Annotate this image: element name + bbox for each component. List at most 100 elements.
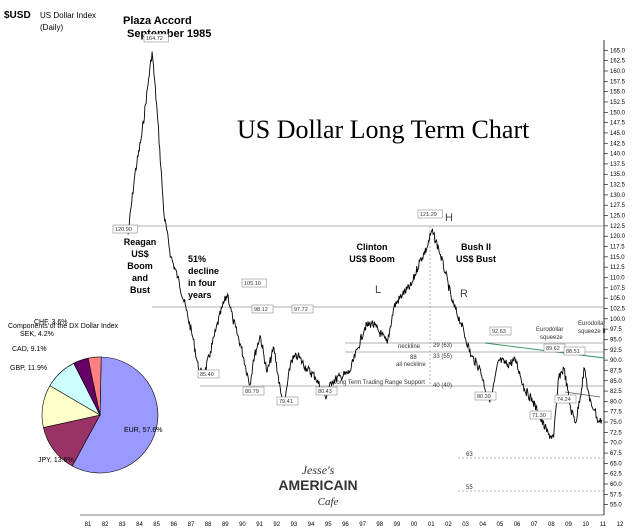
price-label-box bbox=[291, 304, 314, 314]
price-label-box bbox=[474, 391, 497, 401]
clinton-line-1: Clinton bbox=[357, 242, 388, 252]
y-tick-label: 137.5 bbox=[610, 162, 626, 168]
price-label: 80.79 bbox=[245, 389, 259, 395]
x-tick-label: 93 bbox=[291, 522, 298, 528]
y-tick-label: 145.0 bbox=[610, 131, 626, 137]
pie-label: CHF, 3.6% bbox=[34, 319, 67, 326]
price-label: 97.72 bbox=[294, 307, 308, 313]
frequency-label: (Daily) bbox=[40, 23, 63, 32]
x-tick-label: 02 bbox=[445, 522, 452, 528]
reagan-line-4: and bbox=[132, 273, 148, 283]
price-label-box bbox=[489, 326, 512, 336]
y-tick-label: 110.0 bbox=[610, 276, 625, 282]
y-tick-label: 60.0 bbox=[610, 482, 622, 488]
x-tick-label: 07 bbox=[531, 522, 538, 528]
target-63-label: 63 bbox=[466, 452, 473, 458]
x-tick-label: 89 bbox=[222, 522, 229, 528]
clinton-line-2: US$ Boom bbox=[349, 254, 395, 264]
y-tick-label: 55.0 bbox=[610, 503, 622, 509]
y-tick-label: 80.0 bbox=[610, 399, 622, 405]
y-tick-label: 112.5 bbox=[610, 265, 625, 271]
price-label: 92.63 bbox=[492, 329, 506, 335]
x-tick-label: 85 bbox=[153, 522, 160, 528]
x-tick-label: 88 bbox=[205, 522, 212, 528]
y-tick-label: 90.0 bbox=[610, 358, 622, 364]
pie-label: SEK, 4.2% bbox=[20, 331, 54, 338]
eurodollar-squeeze-1-line-1: Eurodollar bbox=[536, 327, 563, 333]
price-label-box bbox=[197, 369, 220, 379]
x-tick-label: 06 bbox=[514, 522, 521, 528]
index-name: US Dollar Index bbox=[40, 11, 96, 20]
plaza-accord-date: September 1985 bbox=[127, 28, 211, 40]
y-tick-label: 150.0 bbox=[610, 110, 626, 116]
x-tick-label: 10 bbox=[582, 522, 589, 528]
y-tick-label: 70.0 bbox=[610, 441, 622, 447]
y-tick-label: 65.0 bbox=[610, 461, 622, 467]
y-tick-label: 160.0 bbox=[610, 69, 626, 75]
reagan-line-3: Boom bbox=[127, 261, 153, 271]
pie-title: Components of the DX Dollar Index bbox=[8, 323, 119, 330]
reagan-line-5: Bust bbox=[130, 285, 150, 295]
x-tick-label: 08 bbox=[548, 522, 555, 528]
x-tick-label: 97 bbox=[359, 522, 366, 528]
guide-lines bbox=[120, 225, 604, 492]
x-tick-label: 92 bbox=[273, 522, 280, 528]
price-label: 164.72 bbox=[146, 36, 163, 42]
brand-logo: Jesse's AMERICAIN Cafe bbox=[278, 463, 357, 508]
y-tick-label: 77.5 bbox=[610, 410, 622, 416]
decline-line-2: decline bbox=[188, 266, 219, 276]
x-tick-label: 04 bbox=[479, 522, 486, 528]
price-label: 98.12 bbox=[254, 307, 268, 313]
y-tick-label: 105.0 bbox=[610, 296, 626, 302]
x-tick-label: 99 bbox=[394, 522, 401, 528]
y-tick-label: 125.0 bbox=[610, 214, 626, 220]
y-tick-label: 72.5 bbox=[610, 430, 622, 436]
reagan-line-1: Reagan bbox=[124, 237, 157, 247]
x-tick-label: 81 bbox=[85, 522, 92, 528]
x-tick-label: 01 bbox=[428, 522, 435, 528]
y-tick-label: 107.5 bbox=[610, 286, 626, 292]
x-tick-label: 03 bbox=[462, 522, 469, 528]
brand-line-1: Jesse's bbox=[302, 463, 335, 477]
value-29-label: 29 (63) bbox=[433, 343, 452, 349]
target-55-label: 55 bbox=[466, 485, 473, 491]
price-label-box bbox=[112, 224, 138, 234]
x-tick-label: 00 bbox=[411, 522, 418, 528]
pattern-left-shoulder: L bbox=[375, 284, 381, 296]
price-label: 121.29 bbox=[420, 212, 437, 218]
x-tick-label: 87 bbox=[188, 522, 195, 528]
price-labels: 164.72 120.90 105.10 98.12 97.72 85.40 80.79 79… bbox=[112, 33, 586, 420]
neckline-label: neckline bbox=[398, 344, 421, 350]
price-label: 80.43 bbox=[318, 389, 332, 395]
y-tick-label: 165.0 bbox=[610, 48, 626, 54]
y-tick-label: 140.0 bbox=[610, 152, 626, 158]
y-tick-label: 100.0 bbox=[610, 317, 626, 323]
eurodollar-squeeze-2-line-1: Eurodollar bbox=[578, 321, 605, 327]
y-tick-label: 67.5 bbox=[610, 451, 622, 457]
pie-chart: EUR, 57.6% JPY, 13.6% GBP, 11.9% CAD, 9.1% S… bbox=[10, 319, 163, 474]
y-tick-label: 92.5 bbox=[610, 348, 622, 354]
price-label: 88.51 bbox=[566, 349, 580, 355]
price-label: 80.39 bbox=[477, 394, 491, 400]
y-tick-label: 157.5 bbox=[610, 79, 626, 85]
x-tick-label: 83 bbox=[119, 522, 126, 528]
eurodollar-squeeze-1-line-2: squeeze bbox=[540, 335, 563, 341]
price-label: 105.10 bbox=[244, 281, 261, 287]
price-label-box bbox=[529, 410, 552, 420]
x-tick-label: 11 bbox=[600, 522, 607, 528]
pattern-right-shoulder: R bbox=[460, 288, 468, 300]
y-tick-label: 87.5 bbox=[610, 368, 622, 374]
y-tick-label: 95.0 bbox=[610, 337, 622, 343]
y-tick-label: 115.0 bbox=[610, 255, 625, 261]
support-label: Long Term Trading Range Support bbox=[333, 380, 425, 386]
x-tick-label: 12 bbox=[617, 522, 624, 528]
pie-slice bbox=[71, 356, 159, 474]
pie-label: GBP, 11.9% bbox=[10, 365, 47, 372]
y-tick-label: 130.0 bbox=[610, 193, 626, 199]
x-axis: 81 82 83 84 85 86 87 88 89 90 91 92 93 94 95 96 97 98 99 00… bbox=[80, 514, 624, 528]
x-tick-label: 96 bbox=[342, 522, 349, 528]
price-label-box bbox=[563, 346, 586, 356]
chart-title: US Dollar Long Term Chart bbox=[237, 115, 530, 144]
price-label: 120.90 bbox=[115, 227, 132, 233]
